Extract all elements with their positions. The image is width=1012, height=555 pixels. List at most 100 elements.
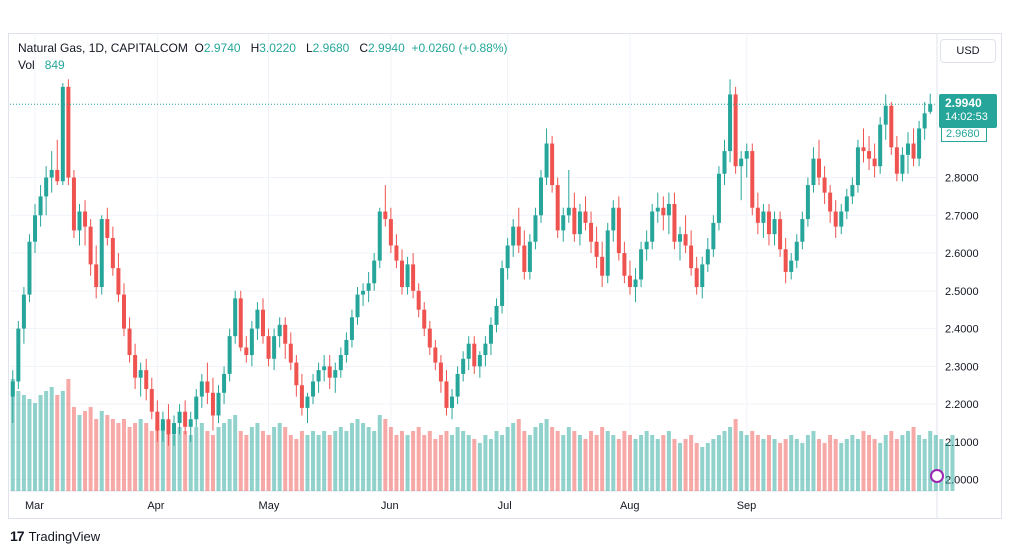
volume-bar: [639, 435, 644, 491]
candle-body: [511, 226, 516, 246]
candle-body: [266, 336, 271, 359]
candle-body: [544, 143, 549, 178]
candle-body: [99, 219, 104, 288]
candle-body: [172, 423, 177, 435]
volume-bar: [338, 427, 343, 491]
volume-value: 849: [44, 58, 65, 72]
candle-body: [755, 207, 760, 223]
candle-body: [805, 185, 810, 220]
volume-bar: [299, 431, 304, 491]
volume-bar: [800, 443, 805, 491]
candle-body: [766, 211, 771, 235]
candle-body: [728, 94, 733, 152]
volume-bar: [678, 443, 683, 491]
x-tick-label: Apr: [147, 500, 164, 512]
scroll-to-realtime-button[interactable]: [930, 469, 944, 483]
candle-body: [472, 343, 477, 367]
volume-bar: [483, 435, 488, 491]
volume-bar: [867, 435, 872, 491]
volume-bar: [10, 379, 15, 491]
volume-bar: [817, 439, 822, 491]
volume-bar: [44, 391, 49, 491]
candle-body: [594, 241, 599, 257]
volume-bar: [133, 423, 138, 491]
volume-bar: [889, 431, 894, 491]
close-key: C: [359, 41, 369, 55]
candle-body: [539, 177, 544, 216]
volume-bar: [728, 427, 733, 491]
candle-body: [867, 151, 872, 159]
candle-body: [77, 211, 82, 231]
volume-bar: [94, 419, 99, 491]
high-value: 3.0220: [259, 41, 296, 55]
volume-bar: [878, 443, 883, 491]
volume-bar: [144, 423, 149, 491]
candle-body: [900, 154, 905, 174]
volume-bar: [794, 439, 799, 491]
candle-body: [222, 373, 227, 393]
candle-body: [505, 245, 510, 269]
volume-bar: [705, 443, 710, 491]
low-value: 2.9680: [312, 41, 350, 55]
volume-bar: [928, 431, 933, 491]
volume-bar: [555, 431, 560, 491]
x-tick-label: Jun: [381, 500, 399, 512]
volume-bar: [116, 423, 121, 491]
tradingview-logo[interactable]: 17 TradingView: [10, 528, 100, 544]
candle-body: [555, 185, 560, 231]
logo-text: TradingView: [28, 528, 101, 544]
currency-button[interactable]: USD: [940, 39, 996, 63]
volume-bar: [600, 427, 605, 491]
candle-body: [355, 294, 360, 318]
candle-body: [844, 196, 849, 212]
volume-bar: [372, 431, 377, 491]
candle-body: [466, 343, 471, 359]
volume-bar: [438, 435, 443, 491]
volume-bar: [683, 439, 688, 491]
volume-bar: [283, 427, 288, 491]
y-tick-label: 2.5000: [945, 286, 979, 298]
volume-bar: [755, 435, 760, 491]
volume-bar: [922, 439, 927, 491]
volume-key[interactable]: Vol: [18, 58, 35, 72]
candle-body: [639, 249, 644, 280]
volume-bar: [666, 431, 671, 491]
y-tick-label: 2.6000: [945, 248, 979, 260]
candle-body: [627, 275, 632, 288]
candle-body: [917, 128, 922, 159]
volume-bar: [388, 427, 393, 491]
candle-body: [550, 143, 555, 186]
volume-bar: [616, 439, 621, 491]
volume-bar: [850, 435, 855, 491]
close-value: 2.9940: [368, 41, 405, 55]
volume-bar: [900, 435, 905, 491]
candle-body: [789, 260, 794, 272]
candle-body: [238, 298, 243, 348]
candle-body: [427, 328, 432, 348]
volume-bar: [572, 431, 577, 491]
symbol-title[interactable]: Natural Gas, 1D, CAPITALCOM: [18, 41, 188, 55]
volume-bar: [60, 391, 65, 491]
y-tick-label: 2.4000: [945, 324, 979, 336]
volume-bar: [883, 435, 888, 491]
candle-body: [405, 264, 410, 288]
volume-bar: [333, 431, 338, 491]
volume-bar: [416, 427, 421, 491]
candle-body: [205, 381, 210, 393]
volume-bar: [311, 431, 316, 491]
candle-body: [399, 260, 404, 288]
candle-body: [828, 192, 833, 212]
volume-bar: [917, 435, 922, 491]
volume-bar: [227, 419, 232, 491]
x-tick-label: May: [259, 500, 280, 512]
volume-bar: [750, 431, 755, 491]
volume-bar: [861, 431, 866, 491]
volume-bar: [444, 431, 449, 491]
volume-bar: [233, 415, 238, 491]
candle-body: [288, 343, 293, 363]
candle-body: [411, 264, 416, 291]
volume-bar: [188, 435, 193, 491]
candle-body: [889, 105, 894, 148]
volume-bar: [361, 423, 366, 491]
